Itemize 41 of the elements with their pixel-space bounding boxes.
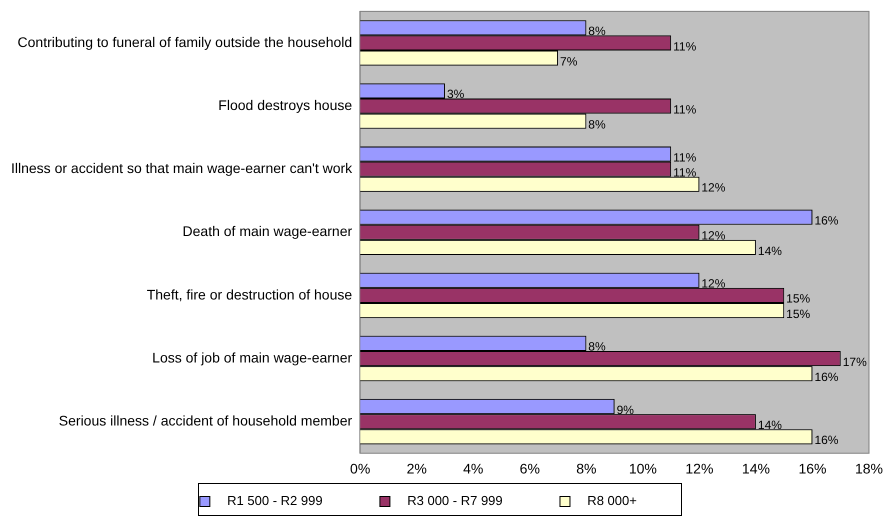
- data-label: 7%: [560, 54, 578, 68]
- y-tick-label: Loss of job of main wage-earner: [152, 349, 353, 366]
- y-tick-label: Theft, fire or destruction of house: [146, 286, 352, 302]
- data-label: 11%: [673, 166, 697, 180]
- data-label: 15%: [786, 292, 811, 306]
- data-label: 11%: [673, 102, 697, 116]
- y-tick-label: Contributing to funeral of family outside the household: [18, 34, 352, 50]
- y-tick-label: Death of main wage-earner: [182, 223, 352, 240]
- legend-label: R3 000 - R7 999: [396, 493, 546, 508]
- data-label: 14%: [758, 418, 782, 432]
- data-label: 11%: [673, 150, 697, 164]
- data-label: 17%: [842, 354, 868, 369]
- data-label: 8%: [588, 24, 606, 38]
- data-label: 9%: [616, 402, 634, 417]
- x-tick-label: 6%: [520, 460, 540, 476]
- data-label: 15%: [786, 306, 811, 321]
- legend-label: R8 000+: [576, 493, 680, 508]
- x-tick-label: 10%: [628, 460, 657, 476]
- data-label: 8%: [588, 340, 606, 354]
- x-tick-label: 8%: [576, 460, 596, 476]
- data-label: 16%: [814, 433, 839, 448]
- data-label: 12%: [701, 228, 726, 243]
- y-tick-label: Serious illness / accident of household member: [58, 412, 352, 428]
- x-tick-label: 12%: [685, 460, 714, 476]
- x-tick-label: 14%: [742, 460, 770, 476]
- data-label: 16%: [814, 370, 839, 384]
- x-tick-label: 16%: [798, 460, 826, 476]
- data-label: 11%: [673, 39, 697, 54]
- x-tick-label: 18%: [854, 460, 884, 476]
- x-tick-label: 0%: [350, 460, 370, 476]
- data-label: 12%: [701, 180, 726, 195]
- legend-label: R1 500 - R2 999: [216, 493, 366, 508]
- x-tick-label: 2%: [406, 460, 427, 476]
- data-label: 3%: [446, 87, 465, 102]
- data-label: 12%: [701, 276, 726, 291]
- data-label: 14%: [758, 244, 782, 258]
- y-tick-label: Flood destroys house: [218, 96, 352, 113]
- data-label: 16%: [814, 213, 839, 228]
- data-label: 8%: [588, 118, 606, 132]
- y-tick-label: Illness or accident so that main wage-earner can't work: [10, 160, 354, 176]
- x-tick-label: 4%: [463, 460, 484, 476]
